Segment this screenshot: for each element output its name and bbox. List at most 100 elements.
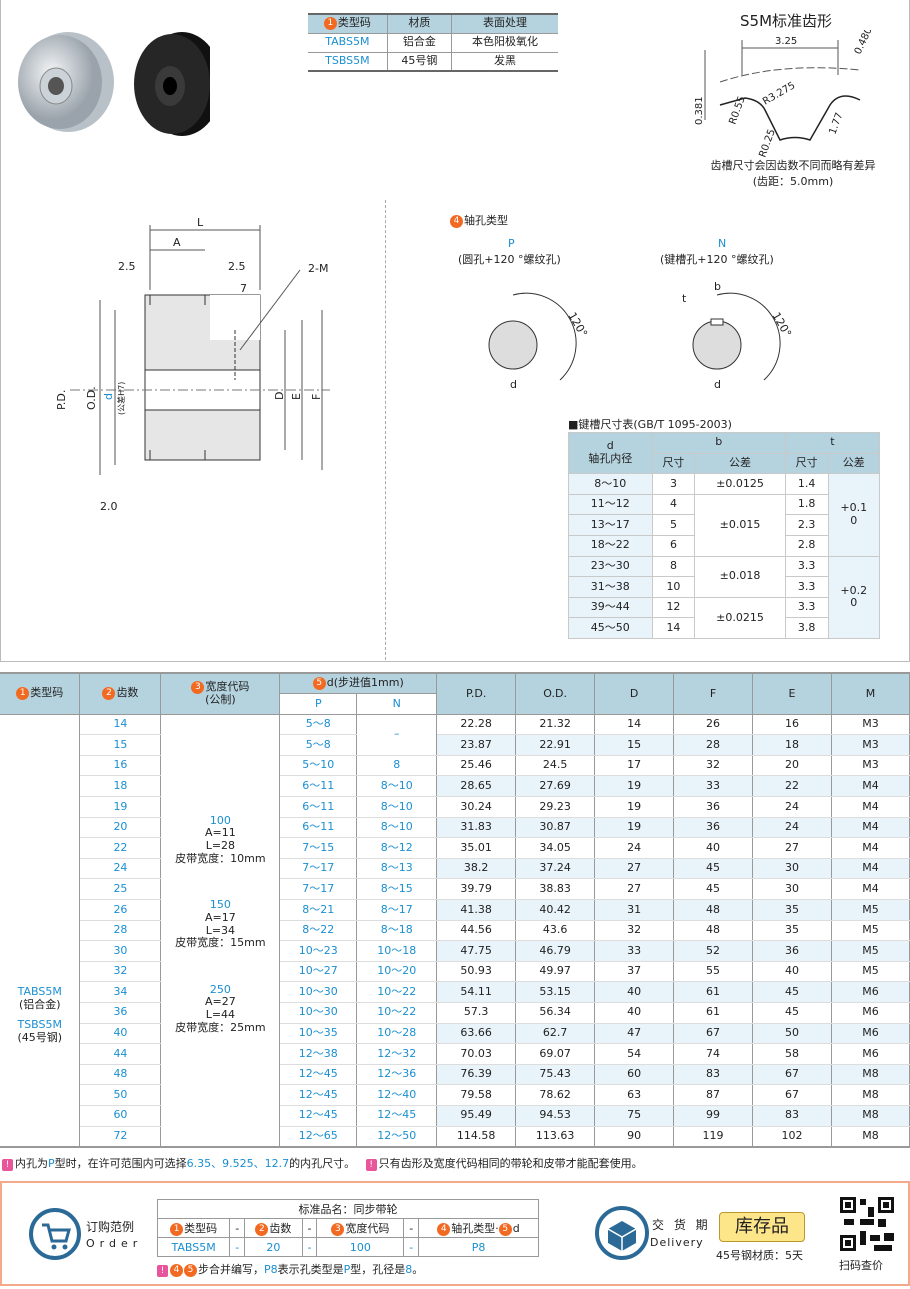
col-pd: 31.83 bbox=[436, 817, 517, 839]
teeth-count: 28 bbox=[79, 920, 162, 942]
col-od: 113.63 bbox=[515, 1126, 596, 1148]
col-d: 60 bbox=[594, 1064, 675, 1086]
col-m: M4 bbox=[831, 837, 910, 859]
sep: - bbox=[301, 1218, 318, 1238]
col-d: 19 bbox=[594, 775, 675, 798]
bore-p: 12～38 bbox=[279, 1043, 358, 1065]
col-d: 27 bbox=[594, 858, 675, 880]
sep: - bbox=[229, 1237, 246, 1257]
tooth-profile-notes: 齿槽尺寸会因齿数不同而略有差异 (齿距：5.0mm) bbox=[688, 158, 898, 190]
bore-n: 12～50 bbox=[356, 1126, 438, 1148]
col-od: 27.69 bbox=[515, 775, 596, 798]
bore-p: 6～11 bbox=[279, 775, 358, 798]
bore-p: 5～8 bbox=[279, 714, 358, 736]
col-m: M5 bbox=[831, 940, 910, 962]
b-size: 3 bbox=[651, 473, 696, 495]
width-code-cell: 100 A=11 L=28 皮带宽度：10mm 150 A=17 L=34 皮带宽度：15mm… bbox=[160, 714, 281, 1148]
col-m: M8 bbox=[831, 1126, 910, 1148]
col-d: 27 bbox=[594, 878, 675, 901]
type-code: TABS5M bbox=[308, 33, 388, 53]
pulley-photos bbox=[18, 32, 210, 136]
scan-label: 扫码查价 bbox=[839, 1259, 883, 1272]
col-pd: 114.58 bbox=[436, 1126, 517, 1148]
header-b-size: 尺寸 bbox=[651, 452, 696, 475]
keyway-row: 23～30 8 ±0.018 3.3 +0.2 0 bbox=[568, 555, 880, 639]
keyway-row: 39～44 12 ±0.0215 3.3 bbox=[568, 596, 880, 639]
dim-d: d bbox=[102, 393, 115, 400]
order-v-bore: P8 bbox=[418, 1237, 539, 1257]
width-group: 100 A=11 L=28 皮带宽度：10mm bbox=[161, 814, 279, 866]
b-size: 8 bbox=[651, 555, 696, 578]
bore-p: 10～30 bbox=[279, 981, 358, 1003]
col-pd: 22.28 bbox=[436, 714, 517, 736]
type-cell: TABS5M (铝合金) TSBS5M (45号钢) bbox=[0, 714, 81, 1148]
b-size: 5 bbox=[651, 514, 696, 536]
b-size: 4 bbox=[651, 493, 696, 516]
table-row: 36 10～30 10～22 57.3 56.34 40 61 45 M6 bbox=[0, 1002, 910, 1024]
header-od: O.D. bbox=[515, 673, 596, 715]
t-size: 3.3 bbox=[784, 596, 829, 619]
order-title: 标准品名：同步带轮 bbox=[157, 1199, 539, 1219]
col-pd: 76.39 bbox=[436, 1064, 517, 1086]
col-e: 20 bbox=[752, 755, 832, 777]
header-b: b bbox=[651, 432, 786, 454]
keyway-table: d 轴孔内径 b t 尺寸 公差 尺寸 公差 8～10 3 ±0.0125 1.4 +0.1 0 11～1… bbox=[568, 431, 881, 639]
bore-n: 8～17 bbox=[356, 899, 438, 921]
dim-f: F bbox=[310, 394, 323, 400]
angle-label: 120° bbox=[565, 310, 590, 339]
col-m: M5 bbox=[831, 899, 910, 921]
col-d: 54 bbox=[594, 1043, 675, 1065]
header-f: F bbox=[673, 673, 753, 715]
bore-range: 31～38 bbox=[568, 576, 653, 598]
order-example-table: 标准品名：同步带轮 1 类型码 -2 齿数 -3 宽度代码 -4 轴孔类型· 5 d TABS5M… bbox=[156, 1199, 539, 1257]
sep: - bbox=[301, 1237, 318, 1257]
dim-0.381: 0.381 bbox=[694, 96, 705, 125]
header-t-tol: 公差 bbox=[827, 452, 880, 475]
col-od: 30.87 bbox=[515, 817, 596, 839]
table-row: 28 8～22 8～18 44.56 43.6 32 48 35 M5 bbox=[0, 920, 910, 942]
col-pd: 50.93 bbox=[436, 961, 517, 983]
order-h-width: 3 宽度代码 bbox=[316, 1218, 405, 1238]
cart-icon bbox=[29, 1208, 81, 1260]
col-m: M3 bbox=[831, 734, 910, 756]
aluminum-pulley-image bbox=[18, 32, 114, 132]
col-m: M6 bbox=[831, 1002, 910, 1024]
table-row: 40 10～35 10～28 63.66 62.7 47 67 50 M6 bbox=[0, 1023, 910, 1045]
col-e: 16 bbox=[752, 714, 832, 736]
col-od: 46.79 bbox=[515, 940, 596, 962]
header-b-tol: 公差 bbox=[694, 452, 786, 475]
bore-n: 10～18 bbox=[356, 940, 438, 962]
col-d: 47 bbox=[594, 1023, 675, 1045]
header-t: t bbox=[784, 432, 881, 454]
teeth-count: 24 bbox=[79, 858, 162, 880]
col-pd: 38.2 bbox=[436, 858, 517, 880]
dim-3.25: 3.25 bbox=[775, 36, 797, 47]
col-pd: 39.79 bbox=[436, 878, 517, 901]
width-group-line: 皮带宽度：10mm bbox=[175, 851, 266, 865]
stock-badge: 库存品 bbox=[719, 1212, 805, 1242]
table-row: 24 7～17 8～13 38.2 37.24 27 45 30 M4 bbox=[0, 858, 910, 880]
bore-p: 7～15 bbox=[279, 837, 358, 859]
qr-code-icon[interactable] bbox=[838, 1195, 896, 1253]
table-row: 25 7～17 8～15 39.79 38.83 27 45 30 M4 bbox=[0, 878, 910, 901]
order-box: 订购范例 Order 标准品名：同步带轮 1 类型码 -2 齿数 -3 宽度代码 -4 轴孔类… bbox=[0, 1181, 910, 1286]
header-width: 3 宽度代码 (公制) bbox=[160, 673, 281, 715]
col-d: 15 bbox=[594, 734, 675, 756]
pulley-section-drawing: L A 2.5 2.5 7 2-M P.D. O.D. d (公差H7) D E… bbox=[55, 216, 330, 513]
table-row: 22 7～15 8～12 35.01 34.05 24 40 27 M4 bbox=[0, 837, 910, 859]
col-f: 67 bbox=[673, 1023, 753, 1045]
col-pd: 70.03 bbox=[436, 1043, 517, 1065]
order-v-type: TABS5M bbox=[156, 1237, 231, 1257]
col-pd: 41.38 bbox=[436, 899, 517, 921]
header-type: 1 类型码 bbox=[308, 14, 388, 34]
teeth-count: 18 bbox=[79, 775, 162, 798]
dim-e: E bbox=[290, 393, 303, 400]
bore-n-drawing: 120° b t d bbox=[682, 280, 794, 391]
col-od: 38.83 bbox=[515, 878, 596, 901]
col-od: 29.23 bbox=[515, 796, 596, 818]
width-group-line: L=34 bbox=[205, 923, 236, 937]
dim-h7: (公差H7) bbox=[116, 382, 126, 415]
spec-table: 1 类型码 2 齿数 3 宽度代码 (公制) 5 d(步进值1mm) P.D. O.D. D F E M P N… bbox=[0, 672, 910, 1148]
dim-1.77: 1.77 bbox=[827, 111, 845, 136]
col-pd: 23.87 bbox=[436, 734, 517, 756]
